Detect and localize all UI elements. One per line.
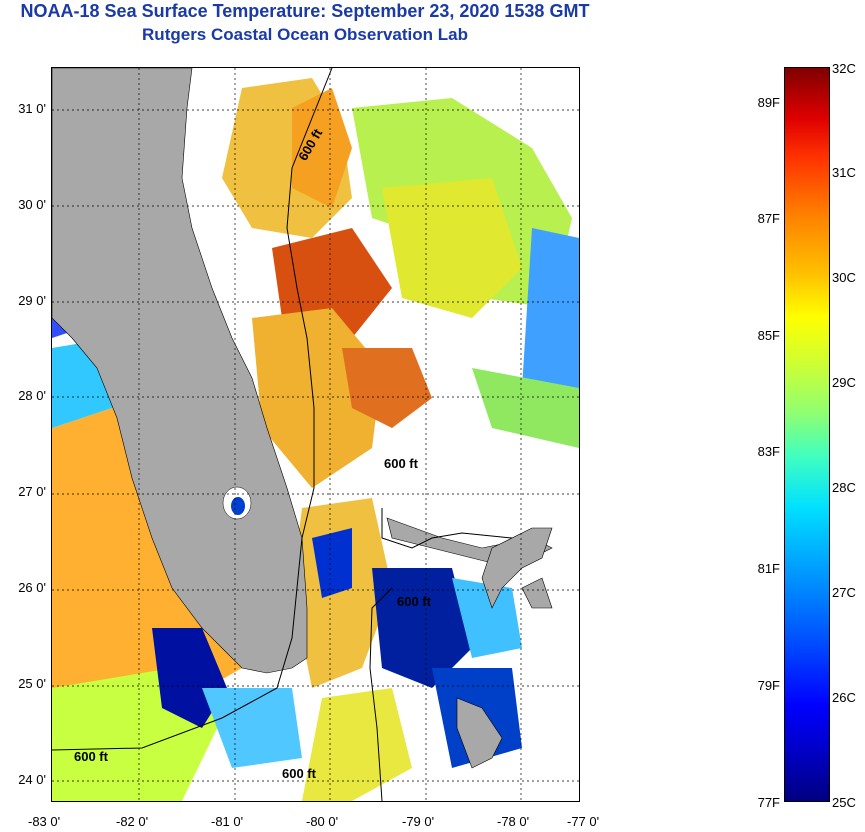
sst-map[interactable]: 600 ft 600 ft 600 ft 600 ft 600 ft <box>51 67 580 802</box>
lon-tick-80: -80 0' <box>306 814 339 829</box>
contour-label-2: 600 ft <box>384 456 419 471</box>
land-mass <box>52 68 553 769</box>
lat-tick-24: 24 0' <box>18 772 46 787</box>
lat-tick-26: 26 0' <box>18 580 46 595</box>
lat-tick-31: 31 0' <box>18 101 46 116</box>
contour-label-5: 600 ft <box>282 766 317 781</box>
lat-tick-28: 28 0' <box>18 388 46 403</box>
lon-tick-83: -83 0' <box>28 814 61 829</box>
colorbar-f-89: 89F <box>757 95 780 110</box>
lat-tick-25: 25 0' <box>18 676 46 691</box>
contour-label-4: 600 ft <box>74 749 109 764</box>
colorbar-c-28: 28C <box>832 480 856 495</box>
contour-600ft <box>52 68 513 801</box>
colorbar-c-25: 25C <box>832 795 856 810</box>
lon-tick-82: -82 0' <box>116 814 149 829</box>
graticule <box>52 68 579 801</box>
lat-tick-30: 30 0' <box>18 197 46 212</box>
colorbar-f-81: 81F <box>757 561 780 576</box>
lat-tick-29: 29 0' <box>18 293 46 308</box>
colorbar-f-87: 87F <box>757 211 780 226</box>
temperature-colorbar <box>784 67 830 802</box>
colorbar-c-26: 26C <box>832 690 856 705</box>
map-title: NOAA-18 Sea Surface Temperature: Septemb… <box>20 1 590 21</box>
colorbar-f-83: 83F <box>757 444 780 459</box>
colorbar-f-85: 85F <box>757 328 780 343</box>
contour-label-3: 600 ft <box>397 594 432 609</box>
colorbar-c-27: 27C <box>832 585 856 600</box>
lon-tick-78: -78 0' <box>497 814 530 829</box>
colorbar-c-30: 30C <box>832 270 856 285</box>
lon-tick-79: -79 0' <box>402 814 435 829</box>
colorbar-c-32: 32C <box>832 61 856 76</box>
colorbar-c-29: 29C <box>832 375 856 390</box>
map-subtitle: Rutgers Coastal Ocean Observation Lab <box>142 25 468 44</box>
colorbar-f-79: 79F <box>757 678 780 693</box>
lon-tick-77: -77 0' <box>567 814 600 829</box>
lat-tick-27: 27 0' <box>18 484 46 499</box>
colorbar-f-77: 77F <box>757 795 780 810</box>
sst-field <box>52 78 579 801</box>
lon-tick-81: -81 0' <box>211 814 244 829</box>
colorbar-c-31: 31C <box>832 165 856 180</box>
